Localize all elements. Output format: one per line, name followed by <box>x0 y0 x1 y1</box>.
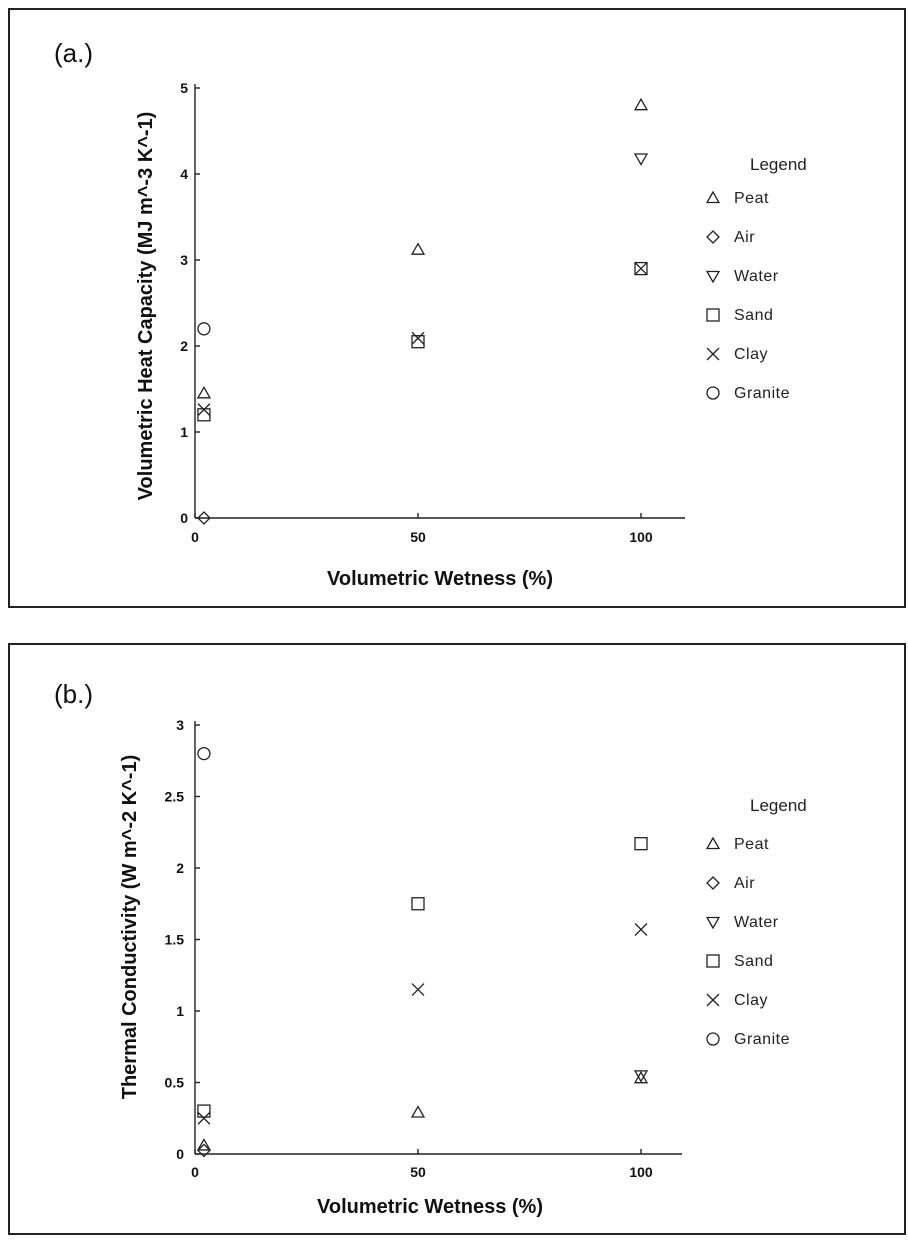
y-axis-label: Thermal Conductivity (W m^-2 K^-1) <box>119 755 141 1100</box>
legend-marker-peat <box>705 190 721 204</box>
x-tick-label: 100 <box>629 529 653 545</box>
x-axis-label: Volumetric Wetness (%) <box>317 1196 543 1218</box>
y-tick-label: 3 <box>180 252 188 268</box>
panel-label: (b.) <box>54 679 93 709</box>
legend-label-water: Water <box>734 268 779 285</box>
legend-marker-clay <box>706 993 720 1007</box>
data-point-water <box>633 153 649 166</box>
legend-label-air: Air <box>734 875 755 892</box>
legend-label-clay: Clay <box>734 992 768 1009</box>
legend-marker-granite <box>706 386 720 400</box>
y-axis-label: Volumetric Heat Capacity (MJ m^-3 K^-1) <box>135 112 157 501</box>
data-point-clay <box>634 262 648 276</box>
chart-b-svg: (b.) Thermal Conductivity (W m^-2 K^-1) … <box>54 679 807 1218</box>
legend-marker-air <box>706 230 720 244</box>
data-point-peat <box>410 1105 426 1118</box>
y-tick-label: 0.5 <box>165 1075 185 1091</box>
data-point-sand <box>634 261 648 276</box>
plot-area: 0 0.5 1 1.5 2 2.5 3 0 50 100 Peat Air Water Sand Clay G… <box>165 717 790 1180</box>
data-point-sand <box>411 335 425 349</box>
y-tick-label: 0 <box>180 510 188 526</box>
y-tick-label: 1 <box>176 1003 184 1019</box>
data-point-water <box>633 1070 649 1083</box>
legend-marker-peat <box>705 836 721 850</box>
data-point-sand <box>411 897 425 911</box>
legend-marker-water <box>705 270 721 284</box>
legend-marker-water <box>705 916 721 930</box>
y-tick-label: 2 <box>176 860 184 876</box>
x-tick-label: 0 <box>191 529 199 545</box>
data-point-clay <box>197 403 211 417</box>
legend-title: Legend <box>750 155 807 174</box>
chart-panel-b: (b.) Thermal Conductivity (W m^-2 K^-1) … <box>8 643 906 1235</box>
y-tick-label: 3 <box>176 717 184 733</box>
legend-label-granite: Granite <box>734 385 790 402</box>
legend-label-peat: Peat <box>734 836 769 853</box>
x-tick-label: 100 <box>629 1164 653 1180</box>
y-tick-label: 1 <box>180 424 188 440</box>
x-tick-label: 50 <box>410 529 426 545</box>
data-point-sand <box>197 408 211 422</box>
legend-label-air: Air <box>734 229 755 246</box>
x-axis-label: Volumetric Wetness (%) <box>327 568 553 590</box>
chart-panel-a: (a.) Volumetric Heat Capacity (MJ m^-3 K… <box>8 8 906 608</box>
data-point-sand <box>197 1104 211 1118</box>
data-point-peat <box>196 385 212 399</box>
data-point-air <box>197 511 211 525</box>
data-point-peat <box>196 1138 212 1151</box>
legend-label-sand: Sand <box>734 307 773 324</box>
legend-marker-granite <box>706 1032 720 1046</box>
x-tick-label: 0 <box>191 1164 199 1180</box>
data-point-clay <box>197 1111 211 1125</box>
legend-marker-sand <box>706 308 720 322</box>
legend-title: Legend <box>750 796 807 815</box>
legend-label-clay: Clay <box>734 346 768 363</box>
data-point-peat <box>410 242 426 255</box>
data-point-peat <box>633 97 649 111</box>
y-tick-label: 5 <box>180 80 188 96</box>
legend-label-water: Water <box>734 914 779 931</box>
legend-label-granite: Granite <box>734 1031 790 1048</box>
chart-a-svg: (a.) Volumetric Heat Capacity (MJ m^-3 K… <box>54 38 807 590</box>
y-tick-label: 4 <box>180 166 188 182</box>
data-point-granite <box>197 746 211 761</box>
y-tick-label: 2.5 <box>165 789 185 805</box>
data-point-clay <box>411 331 425 345</box>
legend-marker-sand <box>706 954 720 968</box>
y-tick-label: 0 <box>176 1146 184 1162</box>
legend-label-sand: Sand <box>734 953 773 970</box>
y-tick-label: 1.5 <box>165 932 185 948</box>
panel-label: (a.) <box>54 38 93 68</box>
data-point-sand <box>634 837 648 851</box>
data-point-air <box>197 1143 211 1158</box>
data-point-peat <box>633 1070 649 1084</box>
data-point-clay <box>411 983 425 997</box>
legend-label-peat: Peat <box>734 190 769 207</box>
y-tick-label: 2 <box>180 338 188 354</box>
legend-marker-air <box>706 876 720 890</box>
x-tick-label: 50 <box>410 1164 426 1180</box>
data-point-clay <box>634 923 648 936</box>
data-point-granite <box>197 322 211 336</box>
legend-marker-clay <box>706 347 720 361</box>
